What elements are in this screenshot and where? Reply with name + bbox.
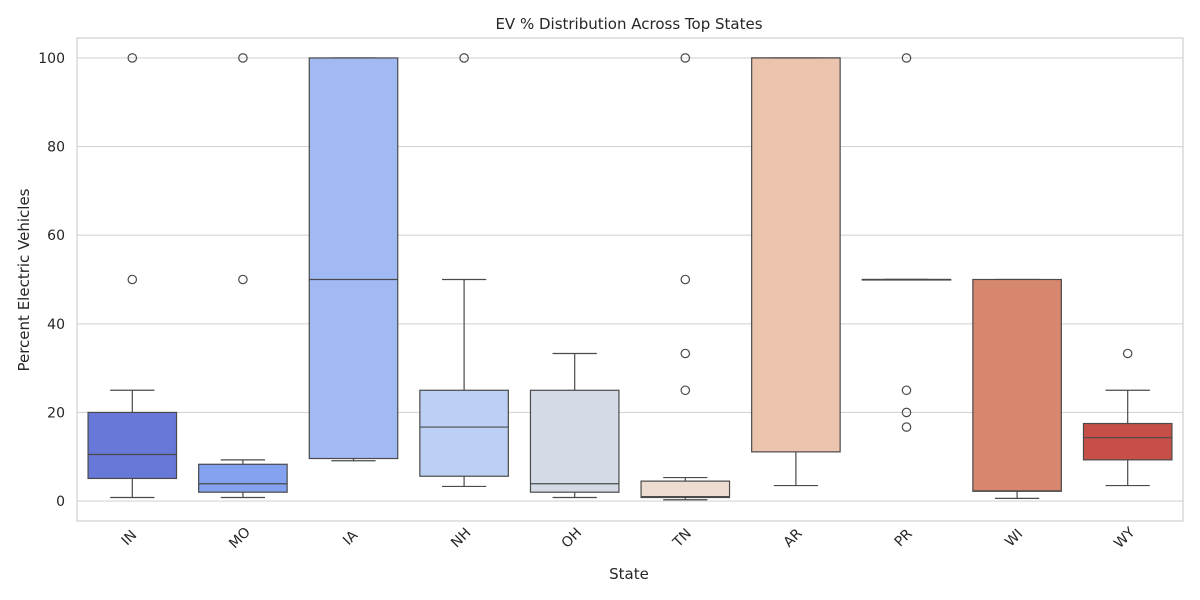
outlier-MO [238, 274, 248, 285]
outlier-WY [1122, 348, 1133, 359]
outlier-TN [680, 53, 691, 63]
y-axis-label: Percent Electric Vehicles [15, 188, 33, 371]
y-axis-ticks: 0 20 40 60 80 100 [38, 51, 65, 510]
outlier-TN [680, 348, 691, 359]
outlier-MO [238, 53, 248, 63]
box-MO [198, 463, 288, 493]
box-group-PR [861, 53, 952, 432]
box-WI [972, 278, 1062, 492]
box-group-NH [419, 53, 509, 488]
outlier-PR [901, 385, 912, 396]
box-IN [87, 411, 178, 480]
y-tick-label-40: 40 [47, 317, 65, 333]
box-group-AR [751, 57, 841, 487]
x-axis-label: State [609, 565, 649, 583]
outlier-IN [127, 53, 138, 63]
chart-title: EV % Distribution Across Top States [495, 15, 762, 33]
y-tick-label-100: 100 [38, 51, 65, 67]
outlier-PR [901, 422, 912, 432]
outlier-TN [680, 385, 691, 396]
plot-area [87, 53, 1173, 501]
box-group-WI [972, 278, 1062, 500]
outlier-PR [901, 53, 912, 63]
box-NH [419, 389, 509, 477]
y-tick-label-60: 60 [47, 228, 65, 244]
outlier-NH [459, 53, 469, 63]
y-tick-label-0: 0 [56, 494, 65, 510]
outlier-IN [127, 274, 138, 285]
box-IA [308, 57, 399, 460]
box-group-OH [529, 352, 620, 499]
grid-lines [77, 57, 1183, 502]
y-tick-label-20: 20 [47, 405, 65, 421]
box-group-IN [87, 53, 178, 499]
box-group-WY [1082, 348, 1173, 487]
box-group-MO [198, 53, 288, 499]
box-OH [529, 389, 620, 493]
box-group-IA [308, 57, 399, 462]
outlier-PR [901, 407, 912, 418]
outlier-TN [680, 274, 691, 285]
box-group-TN [640, 53, 731, 501]
plot-frame [76, 37, 1184, 522]
box-TN [640, 480, 731, 499]
y-tick-label-80: 80 [47, 140, 65, 156]
box-AR [751, 57, 841, 453]
box-WY [1082, 422, 1173, 461]
